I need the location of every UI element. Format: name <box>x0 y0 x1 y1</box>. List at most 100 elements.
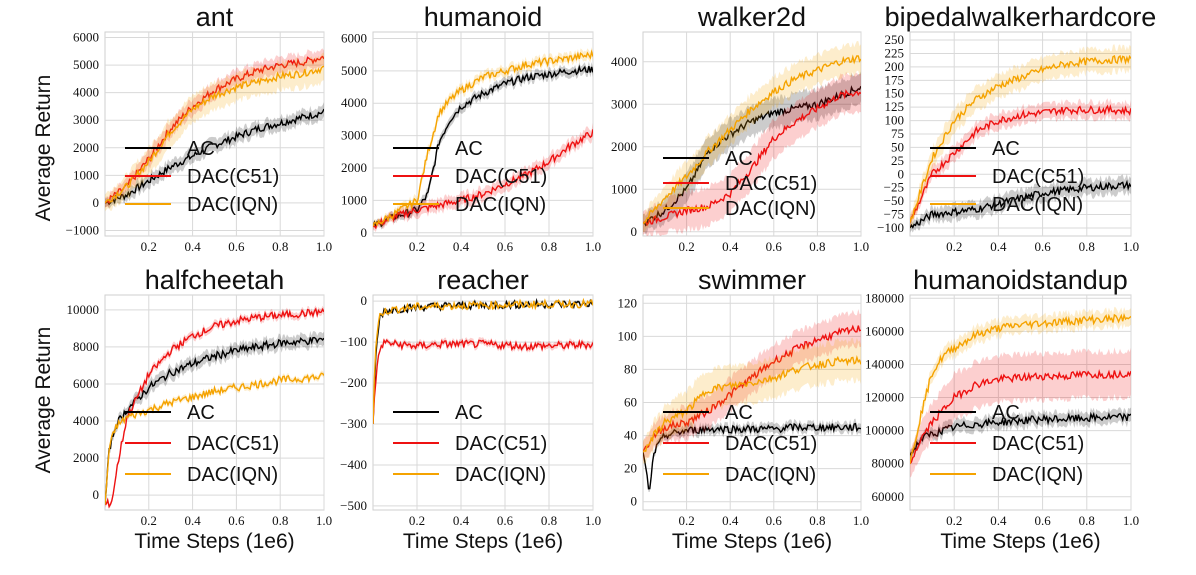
legend: AC DAC(C51) DAC(IQN) <box>663 402 817 486</box>
subplot-title: humanoidstandup <box>913 265 1128 295</box>
legend-label: DAC(C51) <box>992 166 1084 188</box>
y-tick-label: 5000 <box>73 57 99 72</box>
y-tick-label: 6000 <box>341 30 367 45</box>
legend: AC DAC(C51) DAC(IQN) <box>125 138 279 216</box>
line-ac <box>643 422 861 490</box>
line-dac-c51 <box>373 338 593 425</box>
subplot-halfcheetah: halfcheetah 0.2 0.4 0.6 0.8 1.0 0 2000 4000 6000 8… <box>67 265 333 553</box>
x-tick-label: 0.4 <box>453 513 470 528</box>
line-dac-c51 <box>910 368 1131 465</box>
band-ac <box>643 71 861 235</box>
band-dac-iqn <box>643 337 861 464</box>
y-tick-label: 120 <box>618 295 638 310</box>
legend-label: AC <box>455 138 483 160</box>
line-dac-c51 <box>643 89 861 227</box>
y-tick-label: 50 <box>891 139 904 154</box>
y-tick-label: 4000 <box>611 54 637 69</box>
y-tick-label: 5000 <box>341 63 367 78</box>
x-tick-label: 0.4 <box>184 239 201 254</box>
legend: AC DAC(C51) DAC(IQN) <box>930 138 1084 216</box>
legend-label: DAC(C51) <box>187 433 279 455</box>
line-dac-iqn <box>643 54 861 224</box>
line-dac-iqn <box>373 297 593 425</box>
legend-label: AC <box>455 402 483 424</box>
legend-label: DAC(IQN) <box>455 194 546 216</box>
subplot-title: bipedalwalkerhardcore <box>885 2 1157 32</box>
plot-area <box>104 31 325 237</box>
legend-label: DAC(IQN) <box>992 194 1083 216</box>
band-dac-iqn <box>910 44 1131 230</box>
line-ac <box>643 85 861 227</box>
y-tick-label: 25 <box>891 153 904 168</box>
subplot-title: ant <box>196 2 234 32</box>
band-dac-iqn <box>643 41 861 233</box>
y-tick-label: −400 <box>340 457 367 472</box>
y-tick-label: 125 <box>885 99 905 114</box>
x-tick-label: 0.2 <box>409 513 425 528</box>
y-tick-label: −25 <box>884 180 904 195</box>
x-axis-label: Time Steps (1e6) <box>672 530 832 553</box>
band-dac-iqn <box>105 52 324 212</box>
legend-label: DAC(IQN) <box>455 464 546 486</box>
x-tick-label: 0.4 <box>722 239 739 254</box>
line-ac <box>910 411 1131 456</box>
y-tick-label: 100000 <box>865 423 904 438</box>
line-dac-iqn <box>373 49 593 227</box>
y-tick-label: 3000 <box>611 96 637 111</box>
y-tick-label: 2000 <box>73 450 99 465</box>
legend: AC DAC(C51) DAC(IQN) <box>393 402 547 486</box>
legend-label: DAC(IQN) <box>992 464 1083 486</box>
y-tick-label: 140000 <box>865 356 904 371</box>
line-dac-c51 <box>105 307 324 509</box>
y-tick-label: 20 <box>624 461 637 476</box>
x-tick-label: 0.8 <box>1079 513 1095 528</box>
legend-label: DAC(IQN) <box>187 464 278 486</box>
subplot-title: swimmer <box>698 265 806 295</box>
x-tick-label: 1.0 <box>316 239 332 254</box>
y-tick-label: −200 <box>340 375 367 390</box>
y-tick-label: −100 <box>877 220 904 235</box>
line-dac-c51 <box>373 129 593 230</box>
y-tick-label: −50 <box>884 193 904 208</box>
x-tick-label: 0.8 <box>1079 239 1095 254</box>
x-tick-label: 0.6 <box>228 513 245 528</box>
legend-label: DAC(C51) <box>992 433 1084 455</box>
subplot-walker2d: walker2d 0.2 0.4 0.6 0.8 1.0 0 1000 2000 3000 4000… <box>611 2 869 254</box>
y-tick-label: 2000 <box>73 140 99 155</box>
legend-label: AC <box>187 402 215 424</box>
legend: AC DAC(C51) DAC(IQN) <box>930 402 1084 486</box>
x-tick-label: 0.2 <box>678 239 694 254</box>
x-tick-label: 0.4 <box>722 513 739 528</box>
legend-label: DAC(C51) <box>455 433 547 455</box>
x-tick-label: 0.4 <box>990 239 1007 254</box>
band-ac <box>373 61 593 230</box>
x-tick-label: 0.4 <box>184 513 201 528</box>
legend-label: DAC(IQN) <box>187 194 278 216</box>
x-tick-label: 1.0 <box>585 513 601 528</box>
y-tick-label: −1000 <box>66 222 99 237</box>
x-tick-label: 1.0 <box>1123 513 1139 528</box>
y-tick-label: 6000 <box>73 30 99 45</box>
y-tick-label: 80000 <box>872 456 905 471</box>
x-axis-label: Time Steps (1e6) <box>134 530 294 553</box>
y-tick-label: 4000 <box>341 95 367 110</box>
legend: AC DAC(C51) DAC(IQN) <box>663 148 817 220</box>
x-tick-label: 0.6 <box>228 239 245 254</box>
legend-label: DAC(C51) <box>187 166 279 188</box>
line-dac-iqn <box>910 312 1131 464</box>
subplot-humanoid: humanoid 0.2 0.4 0.6 0.8 1.0 0 1000 2000 3000 4000… <box>341 2 601 254</box>
y-tick-label: −100 <box>340 334 367 349</box>
y-tick-label: 2000 <box>611 139 637 154</box>
x-tick-label: 1.0 <box>585 239 601 254</box>
legend-label: DAC(IQN) <box>725 198 816 220</box>
x-tick-label: 0.4 <box>990 513 1007 528</box>
band-dac-c51 <box>643 309 861 462</box>
x-tick-label: 0.2 <box>409 239 425 254</box>
subplot-humanoidstandup: humanoidstandup 0.2 0.4 0.6 0.8 1.0 60000 80000… <box>865 265 1139 553</box>
line-dac-c51 <box>643 324 861 453</box>
x-tick-label: 0.2 <box>946 513 962 528</box>
y-tick-label: 0 <box>631 224 638 239</box>
y-tick-label: 1000 <box>611 181 637 196</box>
series-group <box>910 306 1131 478</box>
